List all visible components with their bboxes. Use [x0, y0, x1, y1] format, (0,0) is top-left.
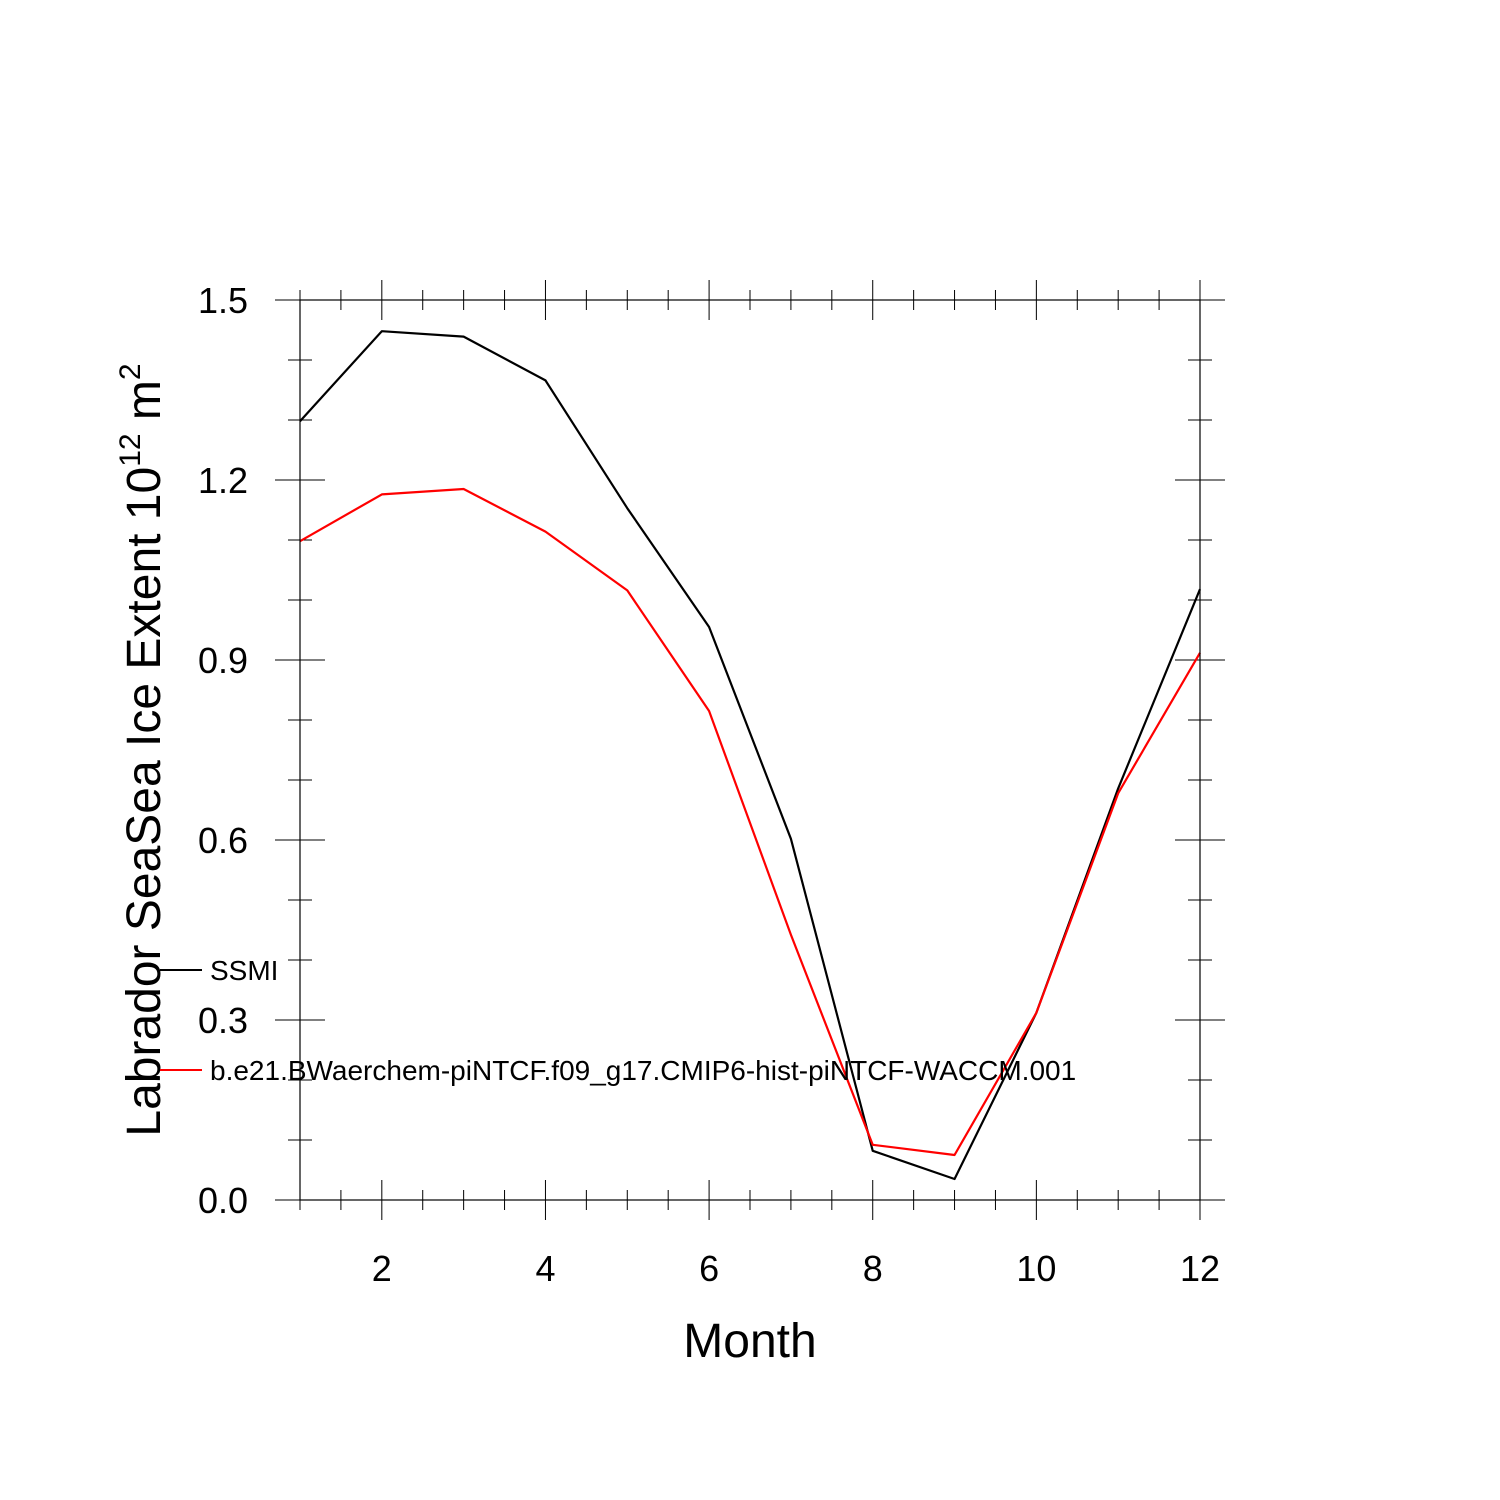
series-layer — [299, 330, 1202, 1181]
labels-layer: 2 4 6 8 10 12 0.0 0.3 0.6 0.9 1.2 1.5 — [198, 280, 1220, 1289]
x-tick-label: 6 — [699, 1248, 719, 1289]
x-tick-label: 10 — [1016, 1248, 1056, 1289]
series-line-model — [299, 487, 1201, 1157]
x-tick-label: 12 — [1180, 1248, 1220, 1289]
y-tick-label: 1.5 — [198, 280, 248, 321]
y-tick-label: 1.2 — [198, 460, 248, 501]
x-tick-label: 4 — [535, 1248, 555, 1289]
x-axis-title: Month — [683, 1315, 816, 1368]
y-axis-title-main: Labrador SeaSea Ice Extent 10 — [118, 467, 171, 1137]
x-tick-label: 8 — [863, 1248, 883, 1289]
y-tick-label: 0.0 — [198, 1180, 248, 1221]
x-tick-label: 2 — [372, 1248, 392, 1289]
y-axis-title: Labrador SeaSea Ice Extent 1012 m2 — [114, 363, 171, 1136]
y-tick-label: 0.3 — [198, 1000, 248, 1041]
legend-label-ssmi: SSMI — [210, 955, 278, 986]
y-axis-title-exponent: 12 — [114, 433, 147, 466]
y-axis-title-unit: m — [118, 380, 171, 433]
ticks-layer — [275, 280, 1225, 1220]
plot-frame — [299, 299, 1201, 1201]
y-axis-title-unit-exponent: 2 — [114, 363, 147, 380]
legend-label-model: b.e21.BWaerchem-piNTCF.f09_g17.CMIP6-his… — [210, 1055, 1076, 1086]
legend: SSMI b.e21.BWaerchem-piNTCF.f09_g17.CMIP… — [160, 955, 1076, 1086]
y-tick-label: 0.6 — [198, 820, 248, 861]
y-tick-label: 0.9 — [198, 640, 248, 681]
